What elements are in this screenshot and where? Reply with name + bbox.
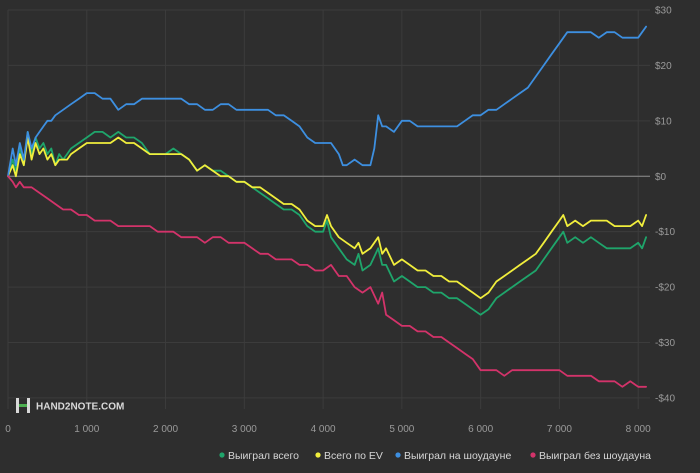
legend-label: Выиграл всего xyxy=(228,450,299,462)
logo: HAND2NOTE.COM xyxy=(16,398,124,413)
hand2note-logo-icon xyxy=(16,398,30,413)
legend: Выиграл всего Всего по EV Выиграл на шоуда… xyxy=(219,450,651,462)
x-tick-label: 8 000 xyxy=(626,424,651,435)
series-lines xyxy=(7,25,647,388)
series-line-0 xyxy=(7,131,647,316)
y-tick-label: -$20 xyxy=(655,283,675,294)
legend-marker xyxy=(530,452,536,458)
x-axis-ticks: 0 1 000 2 000 3 000 4 000 5 000 6 000 7 000 8 00… xyxy=(5,424,651,435)
x-tick-label: 5 000 xyxy=(389,424,414,435)
legend-label: Выиграл на шоудауне xyxy=(404,450,511,462)
x-tick-label: 7 000 xyxy=(547,424,572,435)
x-tick-label: 4 000 xyxy=(311,424,336,435)
legend-marker xyxy=(219,452,225,458)
y-tick-label: $10 xyxy=(655,116,672,127)
x-tick-label: 2 000 xyxy=(153,424,178,435)
legend-item-1: Всего по EV xyxy=(315,450,383,462)
x-tick-label: 6 000 xyxy=(468,424,493,435)
y-tick-label: -$40 xyxy=(655,393,675,404)
legend-label: Всего по EV xyxy=(324,450,383,462)
y-tick-label: $20 xyxy=(655,61,672,72)
y-axis-ticks: $30 $20 $10 $0 -$10 -$20 -$30 -$40 xyxy=(655,6,675,405)
logo-text: HAND2NOTE.COM xyxy=(36,402,124,413)
x-tick-label: 1 000 xyxy=(74,424,99,435)
y-tick-label: $30 xyxy=(655,6,672,17)
legend-marker xyxy=(315,452,321,458)
y-tick-label: -$10 xyxy=(655,227,675,238)
grid-lines xyxy=(7,9,650,409)
legend-item-3: Выиграл без шоудауна xyxy=(530,450,651,462)
legend-label: Выиграл без шоудауна xyxy=(539,450,651,462)
legend-marker xyxy=(395,452,401,458)
series-line-1 xyxy=(7,136,647,300)
y-tick-label: $0 xyxy=(655,172,667,183)
x-tick-label: 0 xyxy=(5,424,11,435)
legend-item-2: Выиграл на шоудауне xyxy=(395,450,511,462)
series-line-3 xyxy=(7,175,647,388)
series-line-2 xyxy=(7,25,647,178)
x-tick-label: 3 000 xyxy=(232,424,257,435)
legend-item-0: Выиграл всего xyxy=(219,450,299,462)
y-tick-label: -$30 xyxy=(655,338,675,349)
